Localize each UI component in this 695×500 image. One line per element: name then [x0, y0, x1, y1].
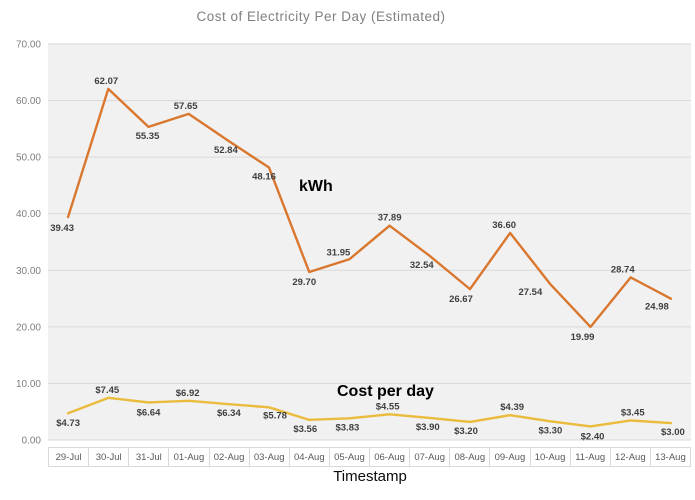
data-label: 24.98: [645, 302, 669, 313]
x-axis-category-cell: 08-Aug: [450, 447, 491, 467]
x-axis-category-row: 29-Jul 30-Jul 31-Jul 01-Aug 02-Aug 03-Aug 04-A…: [48, 447, 691, 467]
data-label: $3.90: [416, 422, 440, 433]
data-label: 55.35: [136, 131, 160, 142]
x-axis-category-cell: 05-Aug: [329, 447, 370, 467]
data-label: $2.40: [581, 431, 605, 442]
data-label: $3.56: [293, 424, 317, 435]
data-label: 31.95: [327, 247, 351, 258]
series-line-cost-per-day[interactable]: [66, 396, 673, 428]
data-label: 62.07: [94, 76, 118, 87]
data-label: 27.54: [518, 287, 542, 298]
x-axis-category-cell: 31-Jul: [129, 447, 170, 467]
x-axis-category-cell: 04-Aug: [289, 447, 330, 467]
data-label: $7.45: [95, 385, 119, 396]
data-label: 57.65: [174, 101, 198, 112]
x-axis-category-cell: 02-Aug: [209, 447, 250, 467]
data-label: $3.00: [661, 427, 685, 438]
data-label: $5.78: [263, 410, 287, 421]
data-label: $4.55: [376, 401, 400, 412]
y-axis-tick-label: 30.00: [16, 266, 41, 277]
data-label: 28.74: [611, 264, 635, 275]
data-label: $3.83: [336, 422, 360, 433]
data-label: $4.73: [56, 418, 80, 429]
x-axis-category-cell: 07-Aug: [410, 447, 451, 467]
chart-title: Cost of Electricity Per Day (Estimated): [196, 9, 446, 24]
x-axis-category-cell: 03-Aug: [249, 447, 290, 467]
x-axis-category-cell: 11-Aug: [570, 447, 611, 467]
x-axis-category-cell: 06-Aug: [370, 447, 411, 467]
data-label: $3.30: [538, 425, 562, 436]
data-label: 19.99: [571, 332, 595, 343]
data-label: $6.34: [217, 408, 241, 419]
series-annotation-cost-per-day: Cost per day: [337, 383, 434, 400]
y-axis-tick-label: 40.00: [16, 209, 41, 220]
y-axis-tick-label: 10.00: [16, 379, 41, 390]
data-label: 36.60: [492, 220, 516, 231]
data-label: 48.16: [252, 172, 276, 183]
x-axis-category-cell: 12-Aug: [610, 447, 651, 467]
y-axis-tick-label: 60.00: [16, 96, 41, 107]
x-axis-category-cell: 01-Aug: [169, 447, 210, 467]
x-axis-category-cell: 09-Aug: [490, 447, 531, 467]
x-axis-category-cell: 13-Aug: [650, 447, 691, 467]
data-label: 39.43: [50, 223, 74, 234]
x-axis-title: Timestamp: [333, 468, 407, 485]
y-axis-tick-label: 70.00: [16, 40, 41, 51]
y-axis-tick-label: 50.00: [16, 153, 41, 164]
x-axis-category-cell: 10-Aug: [530, 447, 571, 467]
x-axis-category-cell: 29-Jul: [48, 447, 90, 467]
data-label: $6.64: [137, 407, 161, 418]
data-label: 26.67: [449, 294, 473, 305]
y-axis-tick-label: 20.00: [16, 322, 41, 333]
data-label: $4.39: [500, 402, 524, 413]
series-line-kwh[interactable]: [66, 87, 673, 329]
data-label: 29.70: [292, 277, 316, 288]
data-label: 32.54: [410, 260, 434, 271]
y-axis-tick-label: 0.00: [22, 436, 42, 447]
data-label: 37.89: [378, 213, 402, 224]
data-label: 52.84: [214, 145, 238, 156]
series-annotation-kwh: kWh: [299, 178, 333, 195]
data-label: $3.20: [454, 426, 478, 437]
x-axis-category-cell: 30-Jul: [89, 447, 130, 467]
data-label: $6.92: [176, 388, 200, 399]
data-label: $3.45: [621, 407, 645, 418]
